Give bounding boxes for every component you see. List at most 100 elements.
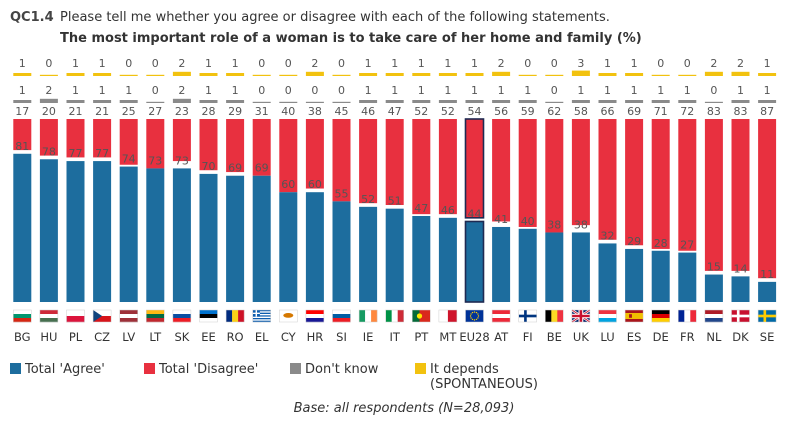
value-label-depends: 2	[710, 57, 717, 70]
flag-border	[757, 309, 777, 323]
flag-part	[731, 314, 750, 318]
flag-be-icon	[545, 309, 564, 323]
flag-border	[92, 309, 112, 323]
bar-segment-dont-know	[385, 100, 404, 103]
flag-part	[232, 310, 239, 322]
flag-cy-icon	[279, 309, 298, 323]
flag-border	[412, 309, 431, 323]
value-label-disagree: 66	[601, 105, 615, 118]
flag-part	[551, 310, 558, 322]
category-label: SI	[336, 330, 347, 344]
flag-part	[470, 313, 472, 315]
flag-part	[625, 319, 644, 322]
bar-segment-disagree	[492, 119, 511, 222]
bar-segment-agree	[66, 161, 85, 302]
flag-eu28-icon	[465, 309, 484, 323]
flag-part	[172, 314, 191, 319]
value-label-disagree: 52	[441, 105, 455, 118]
value-label-depends: 1	[72, 57, 79, 70]
value-label-agree: 81	[15, 140, 29, 153]
flag-part	[226, 310, 233, 322]
flag-part	[252, 319, 271, 321]
value-label-agree: 40	[521, 215, 535, 228]
bar-segment-disagree	[385, 119, 404, 206]
value-label-agree: 27	[680, 239, 694, 252]
bar-segment-disagree	[93, 119, 112, 158]
flag-part	[557, 310, 564, 322]
category-label: PL	[69, 330, 83, 344]
legend-label-dont-know: Don't know	[305, 362, 379, 377]
flag-part	[625, 313, 644, 319]
bar-segment-depends	[39, 74, 58, 76]
bar-segment-agree	[651, 250, 670, 302]
value-label-dont-know: 1	[604, 84, 611, 97]
flag-part	[625, 310, 644, 313]
flag-border	[252, 309, 271, 323]
flag-nl-icon	[704, 309, 724, 323]
flag-border	[332, 309, 351, 323]
value-label-dont-know: 1	[684, 84, 691, 97]
bar-segment-agree	[172, 168, 191, 302]
value-label-depends: 0	[45, 57, 52, 70]
value-label-dont-know: 0	[311, 84, 318, 97]
flag-part	[146, 318, 165, 323]
value-label-agree: 28	[654, 237, 668, 250]
flag-part	[477, 317, 479, 319]
value-label-agree: 78	[42, 145, 56, 158]
bar-segment-dont-know	[412, 100, 431, 103]
value-label-depends: 0	[657, 57, 664, 70]
value-label-dont-know: 1	[471, 84, 478, 97]
category-label: UK	[573, 330, 589, 344]
flag-part	[93, 310, 103, 322]
flag-part	[690, 310, 697, 322]
value-label-disagree: 59	[521, 105, 535, 118]
flag-part	[438, 310, 448, 322]
flag-part	[684, 310, 691, 322]
bar-segment-agree	[13, 153, 32, 302]
value-label-agree: 69	[255, 162, 269, 175]
value-label-disagree: 47	[388, 105, 402, 118]
bar-segment-depends	[492, 71, 511, 76]
value-label-disagree: 29	[228, 105, 242, 118]
flag-border	[571, 309, 591, 323]
category-label: BG	[14, 330, 31, 344]
bar-segment-disagree	[199, 119, 218, 171]
value-label-dont-know: 1	[72, 84, 79, 97]
bar-segment-dont-know	[39, 98, 58, 103]
eu28-outline-agree	[464, 220, 485, 303]
flag-part	[678, 310, 685, 322]
bar-segment-disagree	[678, 119, 697, 251]
bar-segment-disagree	[625, 119, 644, 246]
bar-segment-agree	[412, 215, 431, 302]
flag-border	[465, 309, 484, 323]
bar-segment-dont-know	[172, 98, 191, 103]
legend-swatch-agree	[10, 363, 21, 374]
value-label-depends: 1	[471, 57, 478, 70]
flag-it-icon	[385, 309, 404, 323]
flag-part	[397, 310, 404, 322]
value-label-dont-know: 1	[498, 84, 505, 97]
flag-part	[475, 318, 478, 321]
bar-segment-dont-know	[758, 100, 777, 103]
flag-border	[624, 309, 644, 323]
bar-segment-agree	[199, 173, 218, 302]
category-label: PT	[414, 330, 429, 344]
value-label-disagree: 87	[760, 105, 774, 118]
value-label-depends: 0	[338, 57, 345, 70]
bar-segment-disagree	[571, 119, 590, 226]
flag-part	[93, 310, 112, 316]
flag-el-icon	[252, 309, 271, 323]
flag-pt-icon	[412, 309, 431, 323]
flag-part	[238, 310, 245, 322]
bar-segment-depends	[678, 74, 697, 76]
flag-lu-icon	[598, 309, 617, 323]
bar-segment-dont-know	[625, 100, 644, 103]
bar-segment-depends	[545, 74, 564, 76]
flag-part	[305, 310, 324, 315]
value-label-disagree: 23	[175, 105, 189, 118]
bar-segment-agree	[571, 232, 590, 302]
value-label-agree: 11	[760, 268, 774, 281]
flag-part	[473, 319, 476, 321]
value-label-dont-know: 0	[152, 84, 159, 97]
value-label-depends: 1	[232, 57, 239, 70]
